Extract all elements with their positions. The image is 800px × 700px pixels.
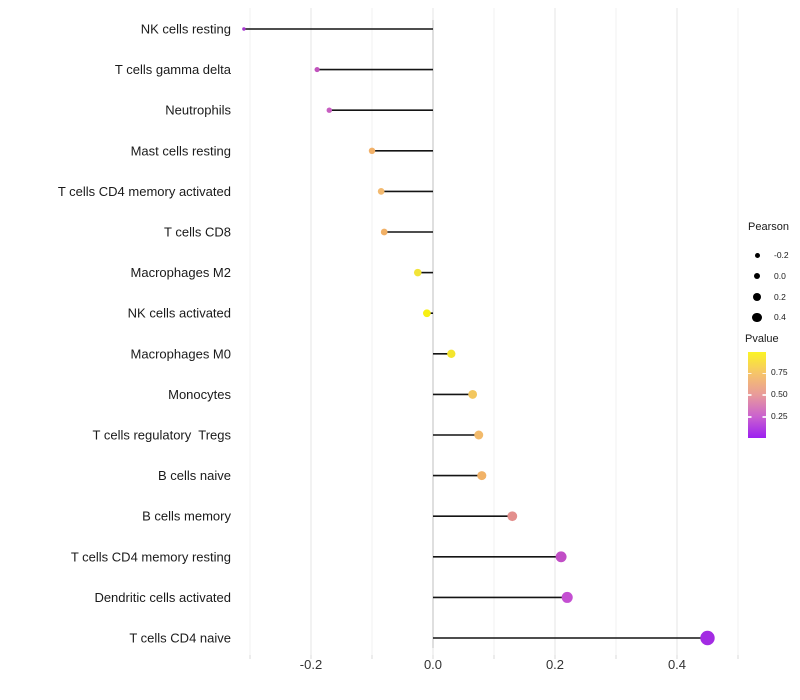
y-axis-label: Dendritic cells activated bbox=[94, 590, 231, 605]
lollipop-dot bbox=[507, 511, 518, 522]
legend-pearson-title: Pearson bbox=[748, 221, 789, 233]
legend-entry: 0.2 bbox=[742, 286, 800, 307]
size-dot-icon bbox=[753, 272, 761, 280]
pvalue-colorbar-wrap: 0.75 0.50 0.25 bbox=[748, 352, 800, 442]
lollipop-dot bbox=[700, 630, 715, 646]
y-axis-label: Macrophages M0 bbox=[131, 346, 231, 361]
y-axis-label: T cells regulatory Tregs bbox=[93, 428, 232, 443]
size-dot-icon bbox=[752, 312, 762, 322]
size-dot-icon bbox=[753, 292, 761, 301]
lollipop-dot bbox=[377, 188, 385, 195]
lollipop-dot bbox=[561, 591, 573, 603]
lollipop-dot bbox=[314, 67, 320, 73]
lollipop-dot bbox=[326, 107, 333, 113]
y-axis-label: T cells gamma delta bbox=[115, 62, 232, 77]
colorbar-label: 0.50 bbox=[771, 388, 788, 399]
x-axis-tick-label: -0.2 bbox=[300, 657, 322, 672]
y-axis-label: T cells CD4 naive bbox=[129, 631, 231, 646]
legend-pearson-entries: -0.2 0.0 0.2 0.4 bbox=[742, 245, 800, 328]
y-axis-label: B cells memory bbox=[142, 509, 231, 524]
lollipop-dot bbox=[468, 389, 478, 399]
lollipop-dot bbox=[555, 551, 567, 563]
x-axis-tick-label: 0.0 bbox=[424, 657, 442, 672]
lollipop-dot bbox=[447, 349, 456, 358]
legend-entry-label: 0.0 bbox=[774, 271, 786, 282]
legend-entry-label: 0.2 bbox=[774, 291, 786, 302]
legend-entry-label: 0.4 bbox=[774, 312, 786, 323]
y-axis-label: T cells CD4 memory activated bbox=[58, 184, 231, 199]
y-axis-label: NK cells resting bbox=[141, 22, 231, 37]
y-axis-label: Neutrophils bbox=[165, 103, 231, 118]
lollipop-dot bbox=[474, 430, 484, 440]
legend-entry: 0.4 bbox=[742, 307, 800, 328]
y-axis-label: Mast cells resting bbox=[131, 143, 231, 158]
legend-entry: 0.0 bbox=[742, 266, 800, 287]
size-dot-icon bbox=[754, 252, 760, 258]
legend-entry-label: -0.2 bbox=[774, 250, 789, 261]
x-axis-tick-label: 0.4 bbox=[668, 657, 686, 672]
lollipop-dot bbox=[477, 471, 487, 481]
legend-entry: -0.2 bbox=[742, 245, 800, 266]
y-axis-label: Macrophages M2 bbox=[131, 265, 231, 280]
colorbar-tick bbox=[748, 416, 766, 418]
lollipop-dot bbox=[423, 309, 431, 318]
lollipop-dot bbox=[242, 27, 246, 31]
lollipop-dot bbox=[380, 228, 388, 236]
legend-pearson: Pearson -0.2 0.0 0.2 0.4 bbox=[742, 220, 800, 328]
legend-pvalue: Pvalue 0.75 0.50 0.25 bbox=[742, 332, 800, 442]
y-axis-label: T cells CD4 memory resting bbox=[71, 549, 231, 564]
lollipop-dot bbox=[413, 268, 422, 277]
legend-pvalue-title: Pvalue bbox=[745, 333, 779, 345]
y-axis-label: NK cells activated bbox=[128, 306, 231, 321]
lollipop-dot bbox=[368, 147, 376, 155]
colorbar-label: 0.25 bbox=[771, 410, 788, 421]
colorbar-label: 0.75 bbox=[771, 367, 788, 377]
x-axis-tick-label: 0.2 bbox=[546, 657, 564, 672]
colorbar-tick bbox=[748, 394, 766, 396]
y-axis-label: T cells CD8 bbox=[164, 225, 231, 240]
y-axis-label: Monocytes bbox=[168, 387, 231, 402]
y-axis-label: B cells naive bbox=[158, 468, 231, 483]
colorbar-tick bbox=[748, 372, 766, 374]
